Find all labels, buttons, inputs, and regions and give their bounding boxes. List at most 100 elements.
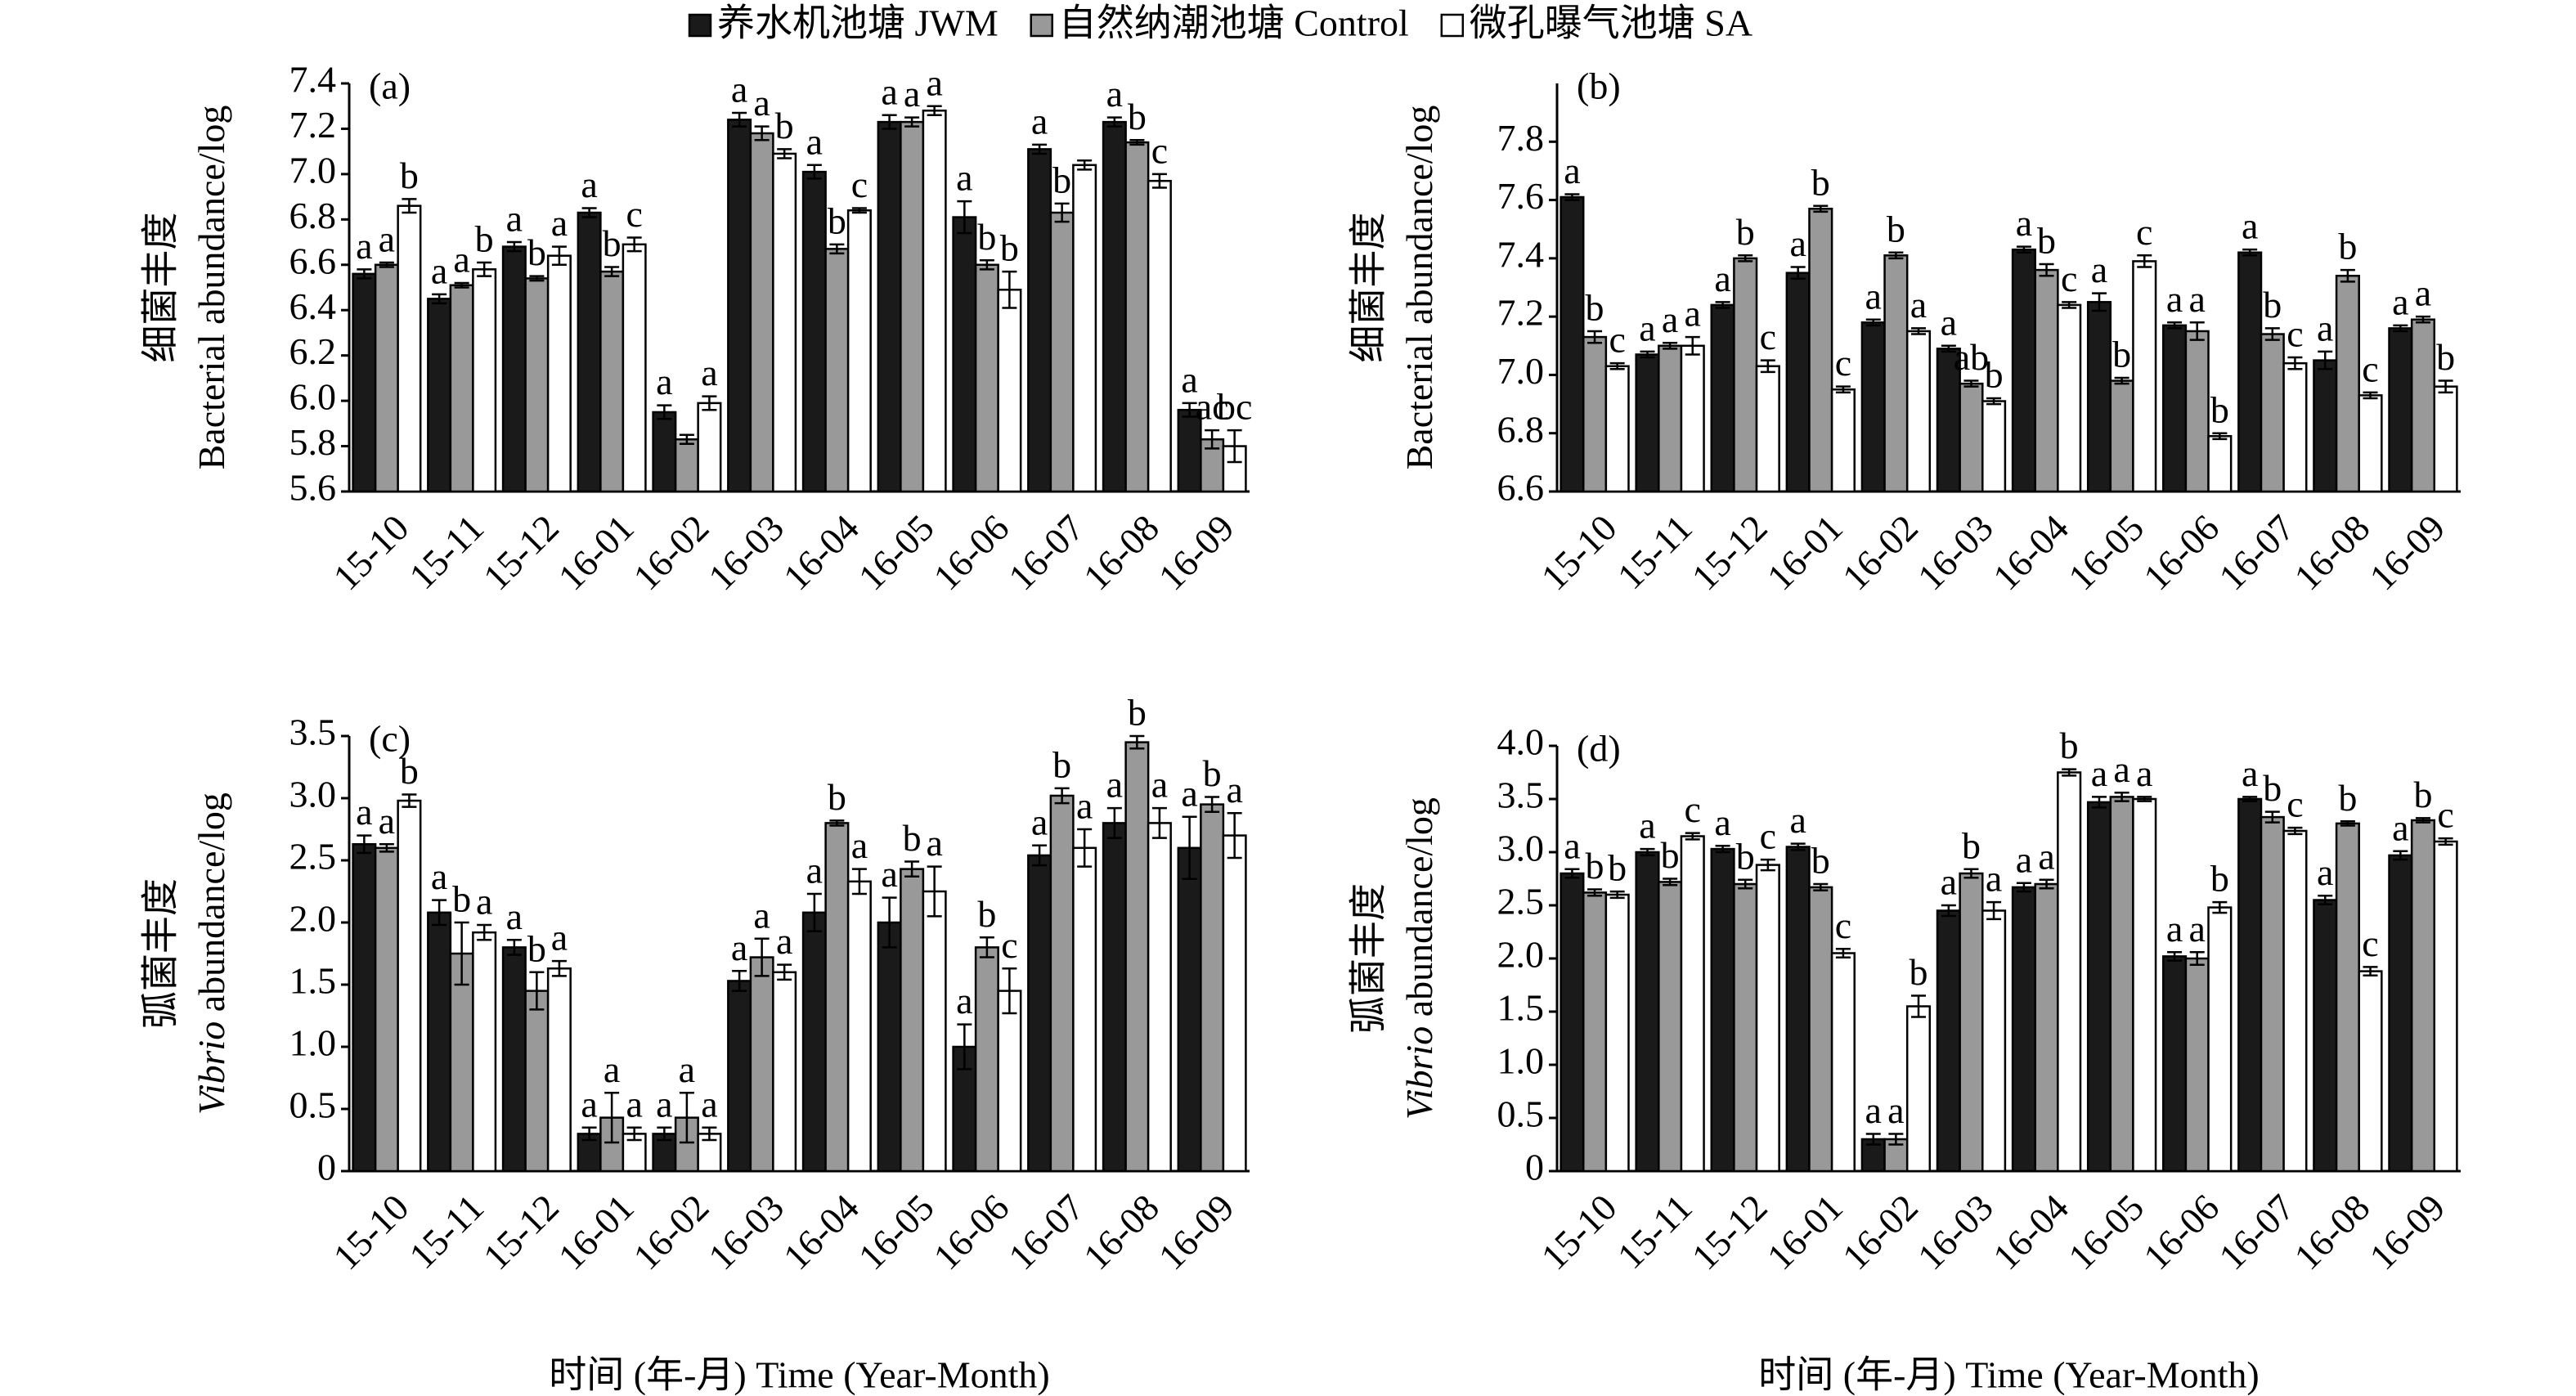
significance-letter: a	[2188, 278, 2205, 320]
y-tick-label: 2.0	[1497, 934, 1545, 976]
error-bar	[2212, 432, 2228, 441]
x-tick-label: 16-02	[625, 1186, 716, 1277]
bar	[1582, 335, 1608, 493]
error-bar	[904, 860, 920, 878]
error-bar	[2062, 301, 2077, 309]
bar	[2034, 268, 2059, 493]
bar	[2184, 330, 2210, 493]
bar	[1124, 741, 1150, 1173]
bar	[749, 956, 774, 1173]
significance-letter: b	[2060, 725, 2079, 766]
y-tick-label: 4.0	[1497, 721, 1545, 763]
significance-letter: c	[1760, 815, 1776, 857]
error-bar	[626, 1126, 642, 1142]
y-tick-label: 7.2	[1497, 292, 1545, 334]
bar	[1604, 893, 1630, 1173]
x-tick-label: 16-08	[1075, 506, 1167, 598]
x-tick-label: 16-08	[2286, 506, 2377, 598]
y-label-text: Bacterial abundance/log	[191, 105, 232, 470]
significance-letter: c	[2362, 922, 2378, 964]
significance-letter: c	[2287, 783, 2303, 825]
error-bar	[2264, 810, 2280, 824]
significance-letter: c	[2437, 794, 2453, 836]
bar	[2207, 906, 2233, 1173]
error-bar	[2016, 882, 2031, 893]
error-bar	[1077, 159, 1093, 171]
bar	[1658, 344, 1683, 493]
bar	[2410, 318, 2436, 493]
significance-letter: a	[2136, 752, 2152, 794]
bar	[2109, 796, 2134, 1173]
y-label-italic: Vibrio	[191, 1021, 232, 1115]
y-tick-label: 3.0	[1497, 828, 1545, 869]
significance-letter: a	[1564, 824, 1580, 866]
x-tick-label: 16-09	[2362, 506, 2453, 598]
error-bar	[581, 1126, 597, 1142]
error-bar	[1182, 815, 1197, 881]
error-bar	[1182, 402, 1197, 418]
significance-letter: a	[1941, 861, 1957, 903]
error-bar	[679, 1091, 694, 1144]
error-bar	[1002, 270, 1017, 309]
y-label-en: Vibrio abundance/log	[1398, 797, 1440, 1120]
error-bar	[1609, 361, 1625, 370]
error-bar	[806, 892, 822, 932]
error-bar	[904, 116, 920, 128]
x-tick-label: 16-07	[1000, 506, 1092, 598]
x-tick-label: 16-09	[1151, 1186, 1242, 1277]
significance-letter: a	[1106, 73, 1123, 114]
bar	[2433, 385, 2458, 493]
error-bar	[2189, 321, 2205, 341]
y-tick-label: 0	[1525, 1147, 1544, 1188]
bar	[2260, 815, 2285, 1173]
x-tick-label: 15-10	[325, 1186, 416, 1277]
significance-letter: a	[731, 69, 747, 110]
significance-letter: b	[1910, 951, 1928, 993]
error-bar	[454, 921, 469, 986]
legend-label: 微孔曝气池塘 SA	[1470, 2, 1752, 44]
error-bar	[777, 148, 792, 159]
error-bar	[1986, 397, 2002, 406]
bar	[2237, 251, 2263, 493]
bar	[2086, 301, 2112, 493]
significance-letter: b	[1736, 835, 1755, 877]
significance-letter: a	[806, 850, 823, 891]
significance-letter: a	[1226, 769, 1242, 810]
bar	[1808, 886, 1833, 1173]
y-tick-label: 5.8	[289, 421, 337, 463]
y-label-text: abundance/log	[191, 792, 232, 1021]
bar	[472, 931, 497, 1173]
significance-letter: a	[1564, 150, 1580, 191]
error-bar	[1963, 868, 1979, 879]
x-tick-label: 15-10	[1533, 1186, 1625, 1277]
bar	[1936, 909, 1961, 1173]
bar	[846, 209, 872, 493]
significance-letter: a	[1639, 307, 1655, 348]
panel: 5.65.86.06.26.46.66.87.07.27.4 (a) 细菌丰度 Bac…	[140, 59, 1253, 599]
significance-letter: a	[2317, 851, 2333, 893]
significance-letter: a	[379, 800, 395, 842]
y-label-en: Bacterial abundance/log	[1398, 105, 1440, 470]
error-bar	[2114, 791, 2129, 802]
significance-letter: a	[1639, 805, 1655, 846]
significance-letter: b	[1000, 227, 1019, 269]
error-bar	[1888, 251, 1904, 260]
x-tick-label: 15-12	[1684, 1186, 1775, 1277]
significance-letter: a	[581, 1083, 597, 1124]
y-tick-label: 7.0	[1497, 350, 1545, 392]
x-tick-label: 16-08	[1075, 1186, 1167, 1277]
significance-letter: a	[1662, 299, 1678, 340]
error-bar	[732, 111, 747, 128]
significance-letter: a	[1789, 799, 1806, 841]
bar	[900, 868, 925, 1173]
error-bar	[1986, 900, 2002, 921]
significance-letter: b	[1962, 824, 1981, 866]
bar	[2162, 955, 2188, 1173]
significance-letter: b	[1887, 208, 1905, 249]
y-tick-label: 6.2	[289, 330, 337, 372]
bar	[974, 263, 999, 493]
error-bar	[1106, 116, 1122, 128]
significance-letter: a	[679, 1048, 695, 1090]
